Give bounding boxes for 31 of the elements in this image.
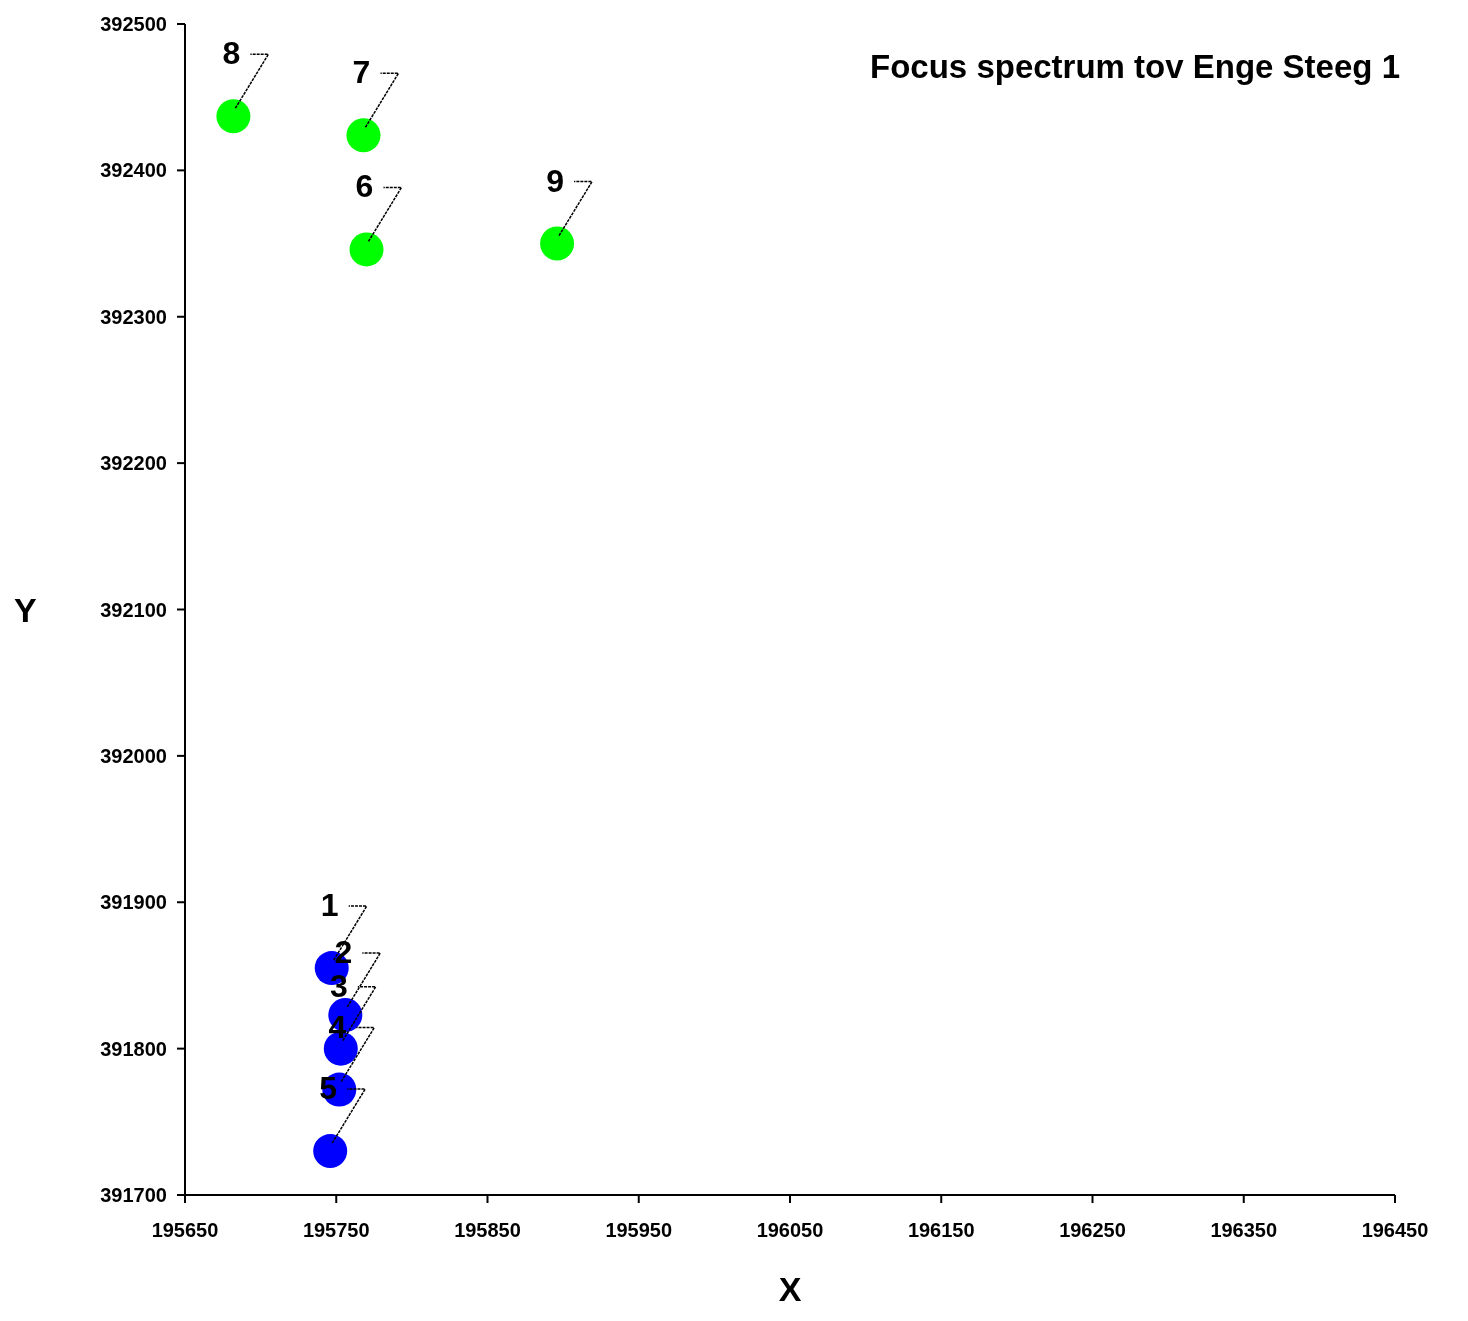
y-tick-label: 391700 — [100, 1184, 167, 1207]
point — [346, 118, 381, 153]
point — [349, 232, 384, 267]
y-axis-title: Y — [14, 590, 37, 629]
y-tick-label: 392200 — [100, 452, 167, 475]
annotation: 7 — [352, 54, 371, 91]
x-tick-label: 196250 — [1059, 1219, 1126, 1242]
annotation: 8 — [222, 35, 241, 72]
point — [540, 226, 575, 261]
y-tick-label: 392100 — [100, 598, 167, 621]
x-tick-label: 195950 — [605, 1219, 673, 1242]
text: Focus spectrum tov Enge Steeg 1 — [870, 48, 1400, 86]
x-axis-title: X — [778, 1270, 802, 1308]
y-tick-label: 391800 — [100, 1037, 167, 1060]
y-tick-label: 391900 — [100, 891, 167, 914]
y-tick-label: 392500 — [100, 13, 167, 36]
x-tick-label: 196150 — [907, 1219, 975, 1242]
annotation: 6 — [355, 168, 374, 205]
y-tick-label: 392400 — [100, 159, 167, 182]
x-tick-label: 196050 — [756, 1219, 824, 1242]
x-tick-label: 195850 — [454, 1219, 521, 1242]
y-tick-label: 392000 — [100, 744, 167, 767]
point — [313, 1134, 348, 1169]
x-tick-label: 195650 — [151, 1219, 219, 1242]
x-tick-label: 195750 — [302, 1219, 370, 1242]
annotation: 1 — [320, 887, 339, 924]
point — [216, 99, 251, 134]
annotation: 9 — [546, 162, 564, 199]
x-tick-label: 196450 — [1361, 1219, 1429, 1242]
x-tick-label: 196350 — [1210, 1219, 1278, 1242]
y-tick-label: 392300 — [100, 305, 167, 328]
